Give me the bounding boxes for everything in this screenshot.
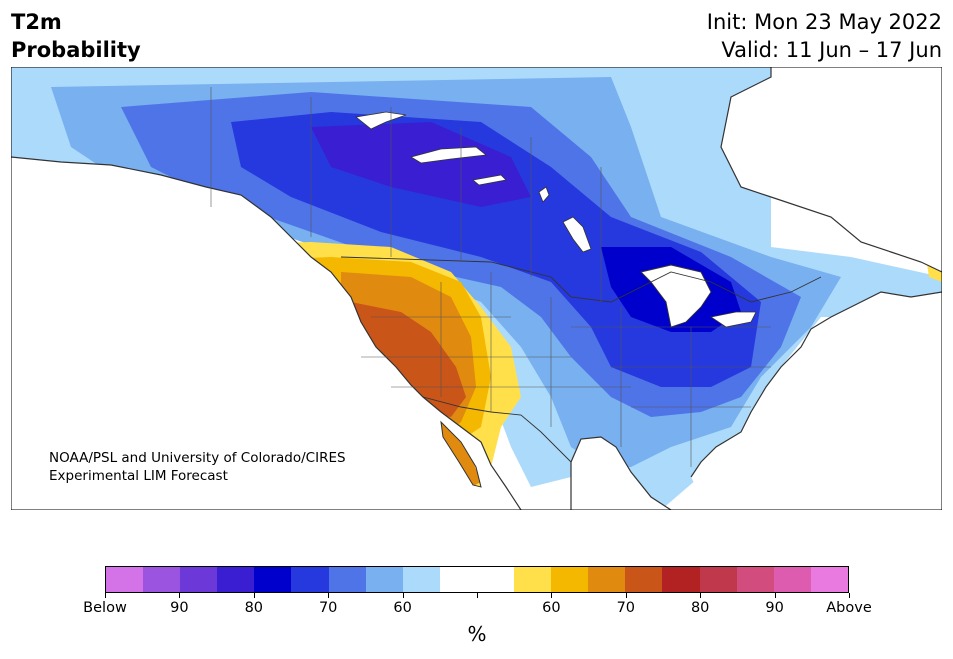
init-date: Init: Mon 23 May 2022 [706, 10, 942, 34]
colorbar-tickmark [625, 593, 627, 598]
colorbar-tick-label: 90 [170, 600, 189, 616]
colorbar-cell [662, 567, 700, 592]
reindeer-lake [538, 186, 550, 203]
colorbar-tick-label: 90 [765, 600, 784, 616]
colorbar-tick-label: 60 [393, 600, 412, 616]
credit-text: NOAA/PSL and University of Colorado/CIRE… [49, 449, 346, 485]
cold-70 [231, 112, 761, 387]
colorbar-tickmark [253, 593, 255, 598]
colorbar-tick-label: 80 [244, 600, 264, 616]
colorbar-tickmark [477, 593, 478, 598]
colorbar-cell [291, 567, 329, 592]
cold-75a [311, 122, 531, 207]
atlantic-gulf-coastline [570, 291, 943, 511]
colorbar-cell [106, 567, 144, 592]
colorbar-tick-label: 80 [690, 600, 710, 616]
colorbar [105, 566, 849, 593]
colorbar-cell [773, 567, 811, 592]
colorbar-tickmark [402, 593, 404, 598]
colorbar-cell [476, 567, 515, 592]
colorbar-cell [143, 567, 181, 592]
colorbar-cell [217, 567, 255, 592]
baja-coastline [440, 420, 482, 488]
colorbar-tick-label: 70 [616, 600, 636, 616]
colorbar-cell [736, 567, 774, 592]
colorbar-cell [514, 567, 552, 592]
colorbar-tickmark [105, 593, 106, 598]
colorbar-tickmark [849, 593, 850, 598]
pacific-coastline [10, 156, 522, 511]
lake-winnipeg [562, 216, 592, 253]
colorbar-tickmark [700, 593, 702, 598]
great-bear-lake [355, 111, 407, 130]
title-kind: Probability [11, 38, 141, 62]
colorbar-tick-label: 60 [542, 600, 561, 616]
great-slave-lake [409, 146, 488, 164]
colorbar-tick-label: Above [826, 600, 872, 616]
colorbar-cell [810, 567, 848, 592]
colorbar-cell [551, 567, 589, 592]
us-mexico-border [422, 396, 572, 463]
hudson-bay-coastline [720, 67, 943, 273]
colorbar-cell [402, 567, 440, 592]
colorbar-cell [439, 567, 477, 592]
state-province-borders [210, 87, 771, 467]
colorbar-tick-label: 70 [318, 600, 338, 616]
credit-line-2: Experimental LIM Forecast [49, 468, 228, 484]
credit-line-1: NOAA/PSL and University of Colorado/CIRE… [49, 450, 346, 466]
colorbar-tickmark [774, 593, 776, 598]
warm-70 [351, 302, 466, 417]
colorbar-cell [699, 567, 737, 592]
colorbar-cell [254, 567, 292, 592]
valid-range: Valid: 11 Jun – 17 Jun [721, 38, 942, 62]
title-variable: T2m [11, 10, 62, 34]
colorbar-cell [365, 567, 403, 592]
colorbar-cell [180, 567, 218, 592]
colorbar-unit: % [467, 622, 487, 646]
map-canvas [10, 66, 943, 511]
colorbar-cell [625, 567, 663, 592]
colorbar-tick-label: Below [83, 600, 127, 616]
lake-athabasca [472, 174, 507, 186]
colorbar-tickmark [179, 593, 181, 598]
lake-erie-ontario [709, 311, 757, 328]
colorbar-tickmark [551, 593, 553, 598]
colorbar-cell [588, 567, 626, 592]
colorbar-tickmark [328, 593, 330, 598]
map-title: T2m Probability [11, 8, 141, 64]
probability-map [10, 66, 943, 511]
forecast-dates: Init: Mon 23 May 2022 Valid: 11 Jun – 17… [707, 8, 942, 64]
great-lakes [640, 264, 712, 328]
colorbar-cell [328, 567, 366, 592]
